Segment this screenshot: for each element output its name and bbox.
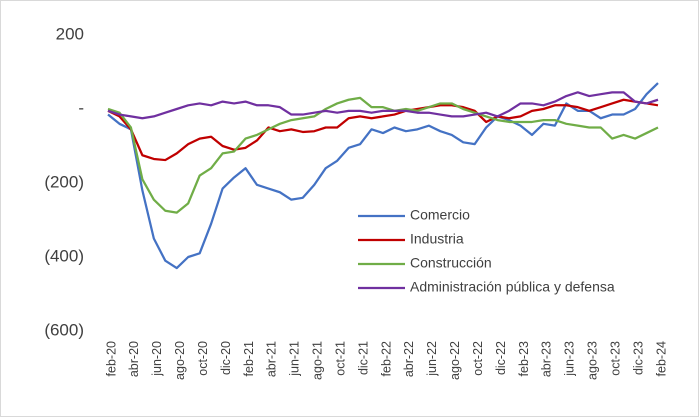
y-tick-label: (200) [44,172,84,191]
x-tick-label: feb-24 [654,341,668,376]
series-line [107,96,659,214]
y-tick-label: - [78,98,84,117]
y-tick-label: 200 [56,24,84,43]
x-tick-label: abr-20 [127,341,141,377]
x-tick-label: dic-20 [219,341,233,375]
x-tick-label: oct-23 [608,341,622,376]
x-tick-label: ago-22 [448,341,462,380]
x-tick-label: feb-20 [104,341,118,376]
legend-label: Industria [410,231,464,247]
legend-label: Comercio [410,207,470,223]
y-tick-label: (400) [44,246,84,265]
x-tick-label: abr-23 [540,341,554,377]
legend-label: Administración pública y defensa [410,279,615,295]
x-tick-label: feb-21 [242,341,256,376]
x-tick-label: oct-22 [471,341,485,376]
legend-label: Construcción [410,255,492,271]
x-tick-label: jun-23 [563,341,577,377]
x-tick-label: dic-22 [494,341,508,375]
x-tick-label: abr-21 [265,341,279,377]
series-line [107,91,659,120]
x-tick-label: ago-23 [586,341,600,380]
x-tick-label: ago-20 [173,341,187,380]
series-line [107,82,659,270]
x-tick-label: jun-20 [150,341,164,377]
series-line [107,98,659,162]
x-tick-label: dic-23 [631,341,645,375]
x-tick-label: abr-22 [402,341,416,377]
x-tick-label: jun-22 [425,341,439,377]
x-tick-label: oct-21 [333,341,347,376]
x-tick-label: ago-21 [311,341,325,380]
y-tick-label: (600) [44,320,84,339]
x-tick-label: feb-22 [379,341,393,376]
x-tick-label: dic-21 [356,341,370,375]
x-tick-label: jun-21 [288,341,302,377]
x-tick-label: oct-20 [196,341,210,376]
x-tick-label: feb-23 [517,341,531,376]
